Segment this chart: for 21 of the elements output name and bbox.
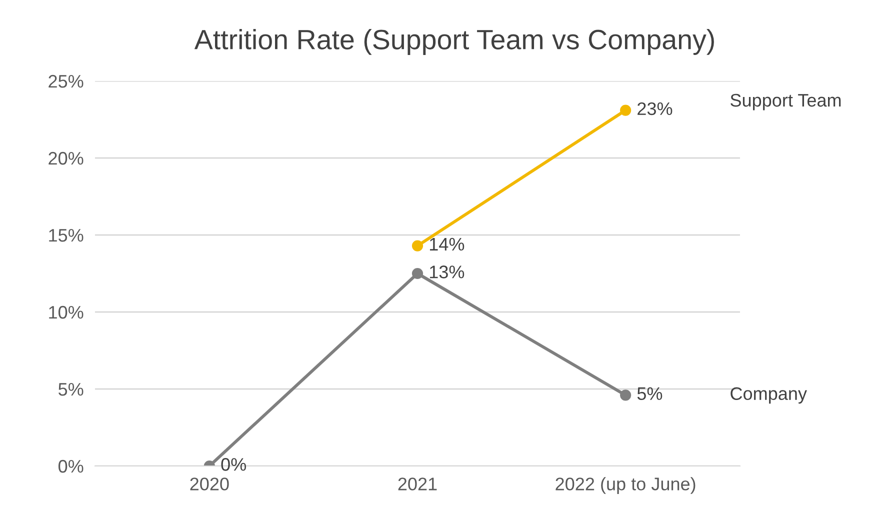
data-label: 13% — [430, 266, 464, 278]
point — [620, 104, 632, 116]
text: Company — [730, 387, 807, 404]
text: Support Team — [730, 94, 841, 110]
x-tick-label: 2022 (up to June) — [556, 477, 696, 494]
y-tick-label: 5% — [58, 383, 84, 396]
y-tick-label: 0% — [58, 460, 84, 473]
data-label: 23% — [638, 102, 672, 116]
point — [412, 268, 424, 280]
point — [412, 240, 424, 252]
data-label: 0% — [221, 458, 246, 471]
data-label: 5% — [637, 387, 662, 400]
chart-title: Attrition Rate (Support Team vs Company) — [194, 29, 714, 55]
y-tick-label: 15% — [49, 229, 84, 242]
y-tick-label: 20% — [48, 152, 84, 165]
point — [620, 390, 632, 401]
data-label: 14% — [430, 238, 464, 251]
x-tick-label: 2021 — [398, 478, 437, 490]
x-tick-label: 2020 — [190, 478, 229, 490]
y-tick-label: 10% — [49, 306, 84, 319]
y-tick-label: 25% — [48, 74, 84, 88]
